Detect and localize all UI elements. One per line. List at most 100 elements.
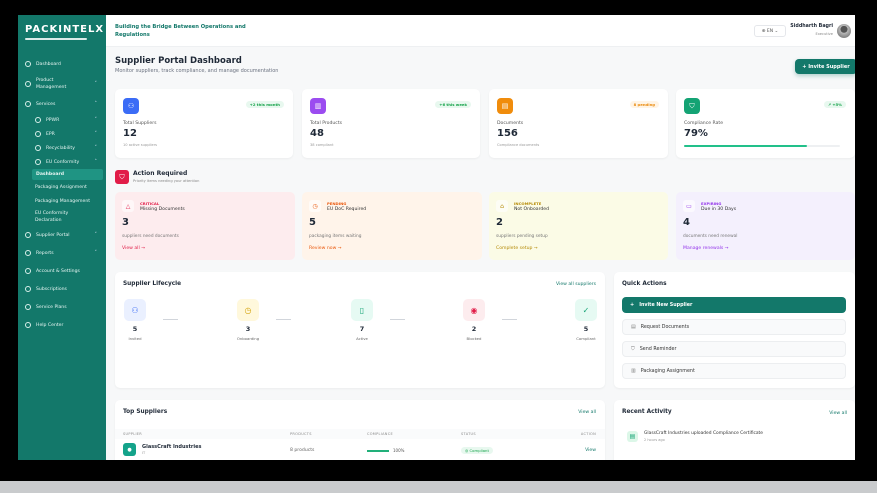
compliance-percent: 100% (393, 448, 405, 453)
sidebar-item-account-settings[interactable]: Account & Settings (18, 262, 106, 280)
stage-value: 2 (471, 325, 477, 333)
globe-icon (35, 159, 41, 165)
stage-value: 5 (132, 325, 138, 333)
quick-action-request-documents[interactable]: ▤ Request Documents (622, 319, 846, 335)
sidebar-item-service-plans[interactable]: Service Plans (18, 298, 106, 316)
supplier-name: GlassCraft Industries (142, 444, 202, 450)
stat-badge: +6 this week (435, 101, 471, 108)
clock-icon: ◷ (237, 299, 259, 321)
col-supplier: SUPPLIER (123, 432, 143, 436)
action-required-subtitle: Priority items needing your attention (133, 179, 200, 183)
invite-supplier-button[interactable]: + Invite Supplier (795, 59, 855, 74)
action-link[interactable]: Review now → (309, 246, 342, 251)
sidebar-item-ppwr[interactable]: PPWR ˅ (18, 113, 106, 127)
stat-card: ⚇ +2 this month Total Suppliers 12 10 active… (115, 89, 293, 158)
sidebar-item-packaging-assignment[interactable]: Packaging Assignment (18, 180, 106, 194)
logo-underline (25, 38, 87, 40)
chevron-down-icon: ˅ (94, 117, 98, 123)
chevron-up-icon: ˄ (94, 159, 98, 165)
stat-sub: Compliance documents (497, 143, 540, 147)
sidebar-item-subscriptions[interactable]: Subscriptions (18, 280, 106, 298)
supplier-country: IT (142, 451, 146, 455)
lifecycle-stage-blocked[interactable]: ◉ 2 Blocked (454, 299, 494, 341)
sidebar-item-dashboard[interactable]: Dashboard (32, 169, 103, 180)
users-icon: ⚇ (123, 98, 139, 114)
sidebar-item-recyclability[interactable]: Recyclability ˅ (18, 141, 106, 155)
sidebar-item-label: Product Management (36, 78, 67, 90)
arrow-connector (390, 319, 405, 320)
users-icon: ⚇ (124, 299, 146, 321)
sidebar-item-services[interactable]: Services ˄ (18, 95, 106, 113)
sidebar-item-packaging-management[interactable]: Packaging Management (18, 194, 106, 208)
action-card-pending[interactable]: ◷ PENDING EU DoC Required 5 packaging items … (302, 192, 482, 260)
view-all-suppliers-link[interactable]: View all suppliers (556, 282, 596, 287)
sidebar-item-eu-conformity[interactable]: EU Conformity ˄ (18, 155, 106, 169)
lifecycle-stage-compliant[interactable]: ✓ 5 Compliant (566, 299, 606, 341)
action-link[interactable]: Complete setup → (496, 246, 538, 251)
stat-badge: +2 this month (245, 101, 284, 108)
stage-value: 3 (245, 325, 251, 333)
quick-actions-panel: Quick Actions + Invite New Supplier ▤ Reque… (614, 272, 855, 388)
sidebar-item-label: Help Center (36, 322, 64, 328)
compliance-bar (367, 450, 389, 452)
quick-action-invite-new-supplier[interactable]: + Invite New Supplier (622, 297, 846, 313)
col-products: PRODUCTS (290, 432, 312, 436)
stage-label: Invited (128, 336, 142, 341)
action-tag: PENDING (327, 201, 347, 206)
action-tag: INCOMPLETE (514, 201, 542, 206)
action-card-incomplete[interactable]: ⌂ INCOMPLETE Not Onboarded 2 suppliers pendi… (489, 192, 668, 260)
chevron-down-icon: ⌄ (773, 28, 779, 34)
status-text: Compliant (469, 448, 489, 453)
sidebar-item-dashboard[interactable]: Dashboard (18, 55, 106, 73)
language-select[interactable]: ⊕ EN ⌄ (754, 25, 786, 37)
building-icon: ▯ (351, 299, 373, 321)
sidebar-item-label: Packaging Assignment (35, 184, 87, 190)
view-all-activity-link[interactable]: View all (829, 411, 847, 416)
shield-icon: ⛉ (631, 346, 635, 352)
sidebar-item-label: EPR (46, 131, 55, 137)
sidebar-item-product-management[interactable]: Product Management ˅ (18, 73, 106, 95)
sidebar-item-label: Packaging Management (35, 198, 91, 204)
stat-sub: 10 active suppliers (123, 143, 158, 147)
sidebar-item-eu-conformity-declaration[interactable]: EU Conformity Declaration (18, 208, 106, 226)
top-suppliers-title: Top Suppliers (123, 409, 168, 415)
action-value: 3 (122, 217, 129, 228)
action-name: Missing Documents (140, 207, 185, 212)
sidebar-item-help-center[interactable]: Help Center (18, 316, 106, 334)
view-all-link[interactable]: View all (578, 410, 596, 415)
stat-badge: ↗ +5% (823, 101, 846, 108)
stat-card: ⛉ ↗ +5% Compliance Rate 79% (676, 89, 855, 158)
avatar[interactable] (837, 24, 851, 38)
quick-action-packaging-assignment[interactable]: ▥ Packaging Assignment (622, 363, 846, 379)
sidebar-item-label: PPWR (46, 117, 60, 123)
top-suppliers-panel: Top Suppliers View all SUPPLIER PRODUCTS… (115, 400, 605, 460)
quick-action-send-reminder[interactable]: ⛉ Send Reminder (622, 341, 846, 357)
document-icon: ▤ (497, 98, 513, 114)
sidebar-item-label: Reports (36, 250, 54, 256)
stat-value: 12 (123, 128, 137, 139)
plus-icon: + (630, 302, 635, 308)
action-link[interactable]: View all → (122, 246, 146, 251)
action-link[interactable]: Manage renewals → (683, 246, 729, 251)
alert-shield-icon: ⛉ (115, 170, 129, 184)
view-supplier-link[interactable]: View (585, 448, 596, 453)
users-icon (25, 232, 31, 238)
sidebar-item-supplier-portal[interactable]: Supplier Portal ˅ (18, 226, 106, 244)
table-row[interactable]: ● GlassCraft Industries IT 8 products 10… (115, 440, 605, 460)
lifecycle-stage-active[interactable]: ▯ 7 Active (342, 299, 382, 341)
sidebar-item-epr[interactable]: EPR ˅ (18, 127, 106, 141)
leaf-icon (35, 145, 41, 151)
sidebar-item-reports[interactable]: Reports ˅ (18, 244, 106, 262)
action-card-expiring[interactable]: ▭ EXPIRING Due in 30 Days 4 documents need r… (676, 192, 855, 260)
arrow-connector (502, 319, 517, 320)
compliance-progress-bar (684, 145, 840, 147)
lifecycle-stage-onboarding[interactable]: ◷ 3 Onboarding (228, 299, 268, 341)
tagline: Building the Bridge Between Operations a… (115, 24, 246, 38)
gear-icon (25, 101, 31, 107)
action-card-critical[interactable]: △ CRITICAL Missing Documents 3 suppliers nee… (115, 192, 295, 260)
user-name[interactable]: Siddharth Bagri (790, 24, 833, 29)
plan-icon (25, 304, 31, 310)
chevron-down-icon: ˅ (94, 232, 98, 238)
lifecycle-stage-invited[interactable]: ⚇ 5 Invited (115, 299, 155, 341)
user-role: Executive (815, 32, 834, 36)
